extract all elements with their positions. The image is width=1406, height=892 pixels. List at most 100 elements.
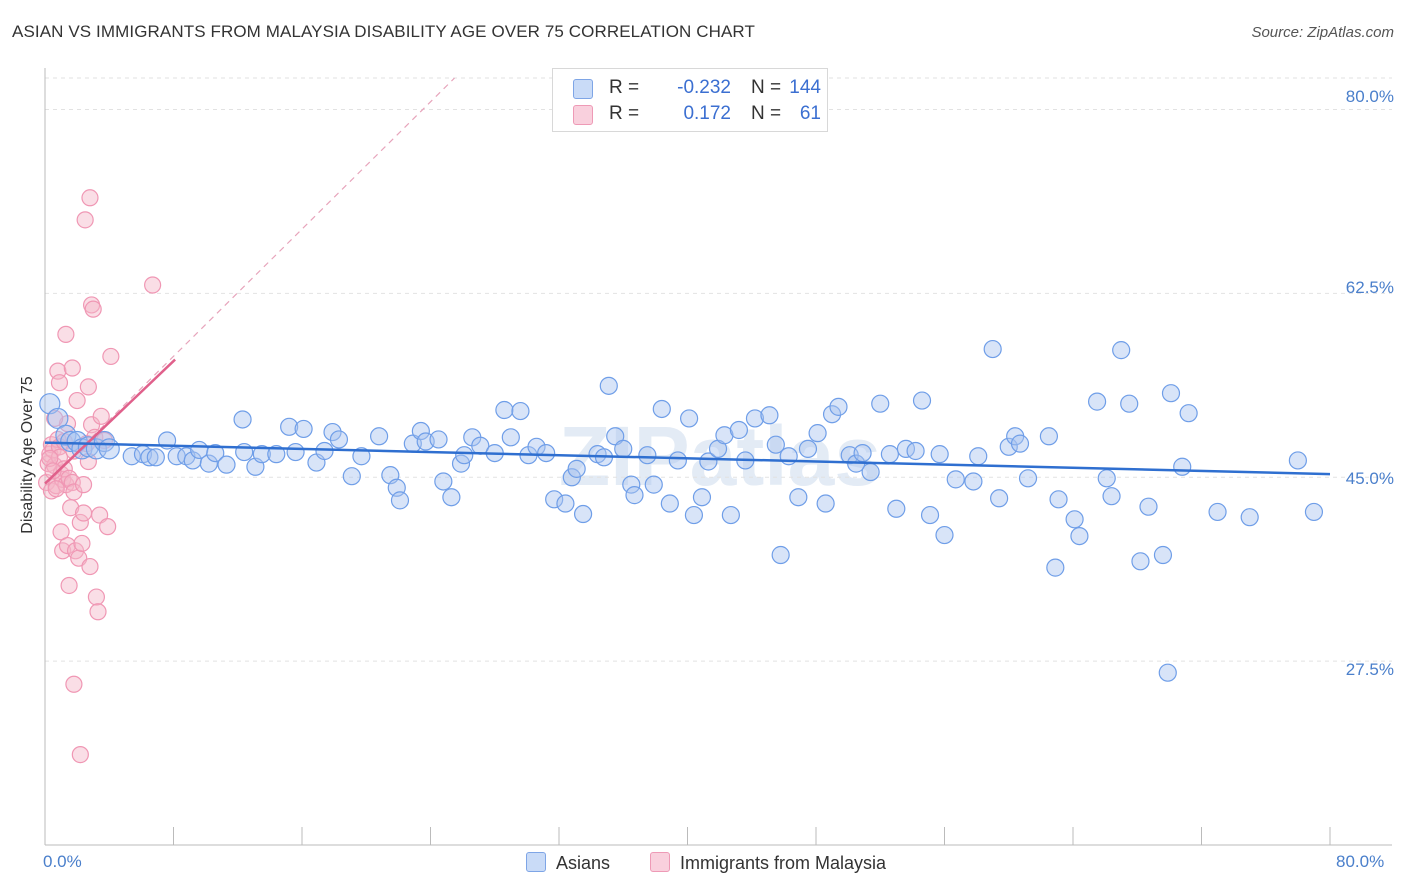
data-point-asians xyxy=(573,504,593,524)
data-point-asians xyxy=(1153,545,1173,565)
data-point-asians xyxy=(1139,497,1158,516)
data-point-immigrants xyxy=(63,359,81,377)
data-point-asians xyxy=(411,421,430,441)
trend-lines xyxy=(44,77,1331,485)
data-point-asians xyxy=(1046,558,1065,577)
data-point-asians xyxy=(721,505,740,525)
data-point-asians xyxy=(1158,663,1177,682)
data-point-immigrants xyxy=(71,746,89,764)
legend-r-value: 0.172 xyxy=(683,103,731,124)
data-point-asians xyxy=(1102,487,1121,506)
data-point-asians xyxy=(920,505,940,525)
data-point-asians xyxy=(537,443,556,463)
data-point-asians xyxy=(684,505,704,525)
data-point-immigrants xyxy=(81,189,99,207)
data-point-immigrants xyxy=(79,378,97,396)
data-point-asians xyxy=(912,391,932,410)
data-point-asians xyxy=(562,468,581,487)
data-point-asians xyxy=(217,455,236,474)
data-point-asians xyxy=(808,424,827,443)
data-point-asians xyxy=(77,436,99,458)
data-point-asians xyxy=(880,445,899,464)
data-point-asians xyxy=(1112,341,1131,360)
data-point-asians xyxy=(442,488,461,507)
data-point-asians xyxy=(199,454,218,473)
data-point-asians xyxy=(990,489,1009,508)
legend-n-label: N = xyxy=(751,103,782,124)
data-point-asians xyxy=(766,435,785,454)
correlation-legend: R = -0.232 N = 144 R = 0.172 N = 61 xyxy=(552,68,828,132)
series-immigrants-points xyxy=(38,189,162,764)
data-point-asians xyxy=(352,447,371,466)
data-point-asians xyxy=(267,445,286,464)
data-point-asians xyxy=(455,446,474,465)
data-point-immigrants xyxy=(57,325,75,343)
data-point-immigrants xyxy=(87,588,106,606)
data-point-asians xyxy=(771,545,790,565)
data-point-asians xyxy=(1010,434,1030,453)
data-point-asians xyxy=(1065,510,1084,529)
data-point-asians xyxy=(434,472,453,491)
trend-line-immigrants-extension xyxy=(44,77,456,484)
data-point-immigrants xyxy=(71,513,89,532)
data-point-asians xyxy=(1288,451,1307,470)
legend-r-label: R = xyxy=(609,103,640,124)
data-point-asians xyxy=(930,445,949,464)
data-point-asians xyxy=(1018,469,1038,488)
data-point-asians xyxy=(935,525,954,545)
data-point-asians xyxy=(60,430,82,453)
data-point-asians xyxy=(964,472,983,491)
data-point-immigrants xyxy=(99,518,117,536)
data-point-asians xyxy=(829,397,848,416)
legend-n-value: 61 xyxy=(799,103,821,124)
data-point-asians xyxy=(652,399,671,419)
data-point-asians xyxy=(969,447,988,466)
data-point-asians xyxy=(329,430,349,449)
data-point-immigrants xyxy=(81,557,99,576)
data-point-asians xyxy=(599,376,618,395)
data-point-asians xyxy=(983,339,1002,359)
y-tick-label-27-5: 27.5% xyxy=(1345,660,1394,679)
data-point-asians xyxy=(556,494,575,513)
data-point-asians xyxy=(429,430,448,449)
source-credit: Source: ZipAtlas.com xyxy=(1251,24,1394,41)
data-point-immigrants xyxy=(92,407,110,425)
data-point-asians xyxy=(146,448,165,467)
data-point-asians xyxy=(625,486,644,505)
data-point-asians xyxy=(789,488,808,507)
data-point-asians xyxy=(853,443,872,463)
data-point-asians xyxy=(342,467,361,486)
y-tick-label-45: 45.0% xyxy=(1345,469,1394,488)
data-point-immigrants xyxy=(54,542,72,560)
data-point-asians xyxy=(946,470,965,489)
data-point-asians xyxy=(1173,457,1192,476)
trend-line-immigrants xyxy=(44,358,176,485)
data-point-immigrants xyxy=(73,534,91,553)
bottom-legend-swatch-immigrants xyxy=(650,852,670,872)
data-point-asians xyxy=(370,427,389,446)
legend-swatch-immigrants xyxy=(573,105,593,125)
data-point-asians xyxy=(1120,394,1139,413)
legend-r-value: -0.232 xyxy=(677,77,731,98)
data-point-asians xyxy=(315,441,334,461)
bottom-legend-immigrants: Immigrants from Malaysia xyxy=(650,852,886,874)
data-point-asians xyxy=(1161,384,1181,403)
data-point-asians xyxy=(286,442,305,462)
data-point-asians xyxy=(294,419,313,439)
bottom-legend-asians: Asians xyxy=(526,852,610,874)
data-point-asians xyxy=(745,409,765,428)
data-point-asians xyxy=(999,437,1018,456)
x-tick-label-max: 80.0% xyxy=(1336,852,1385,871)
data-point-asians xyxy=(233,410,252,429)
data-point-asians xyxy=(1240,508,1259,527)
data-point-asians xyxy=(1070,526,1089,546)
data-point-immigrants xyxy=(84,300,102,318)
data-point-immigrants xyxy=(60,576,78,595)
data-point-asians xyxy=(495,400,514,420)
data-point-asians xyxy=(798,439,818,458)
data-point-asians xyxy=(816,494,835,513)
data-point-asians xyxy=(280,417,299,436)
data-point-asians xyxy=(122,447,141,466)
data-point-asians xyxy=(1049,490,1068,509)
